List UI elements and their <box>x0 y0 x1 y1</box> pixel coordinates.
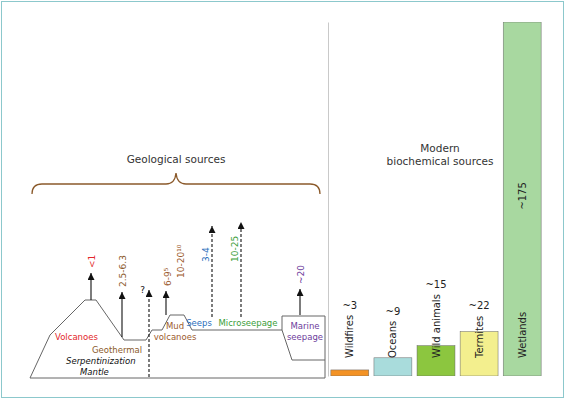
seafloor <box>282 330 325 360</box>
bar <box>503 22 541 376</box>
source-name: Marineseepage <box>287 321 323 342</box>
layer-label: Mantle <box>80 367 109 377</box>
flux-value: 3-4 <box>201 247 211 262</box>
category-label: Wildfires <box>344 315 355 358</box>
source-name: Seeps <box>186 318 212 328</box>
bar <box>331 370 369 376</box>
category-label: Termites <box>474 316 485 359</box>
figure: Geological sources <1 Volcanoes 2.5-6.3 Geot… <box>0 0 566 401</box>
terrain <box>30 300 325 378</box>
flux-arrow <box>165 291 166 315</box>
data-label: ~9 <box>386 306 401 317</box>
data-label: ~3 <box>342 300 357 311</box>
flux-value: ~20 <box>296 265 306 284</box>
frame <box>2 2 564 398</box>
axis-line <box>328 23 329 377</box>
section-title: Geological sources <box>127 153 226 165</box>
source-name: Microseepage <box>219 318 278 328</box>
bar <box>374 358 412 376</box>
flux-arrow <box>211 226 212 317</box>
data-label: ~175 <box>517 182 528 209</box>
flux-arrow <box>90 273 91 300</box>
flux-value: 2.5-6.3 <box>118 255 128 287</box>
bars <box>331 22 541 376</box>
flux-value: 6-9⁵ <box>163 267 173 286</box>
source-name: Volcanoes <box>55 332 98 342</box>
flux-arrow <box>299 289 300 315</box>
flux-arrow <box>240 222 241 317</box>
layer-label: Serpentinization <box>66 356 136 366</box>
data-label: ~22 <box>469 300 490 311</box>
category-label: Oceans <box>387 321 398 358</box>
flux-value: <1 <box>87 255 97 268</box>
geological-diagram: Geological sources <1 Volcanoes 2.5-6.3 Geot… <box>30 153 325 378</box>
data-label: ~15 <box>425 279 446 290</box>
category-label: Wetlands <box>517 312 528 358</box>
serpentinization-arrow <box>148 290 149 377</box>
unknown-flux: ? <box>140 285 145 295</box>
flux-arrow <box>121 292 122 337</box>
y-axis <box>328 23 329 377</box>
source-name: Geothermal <box>92 345 142 355</box>
flux-value: 10-20¹⁰ <box>176 244 186 278</box>
brace <box>32 173 320 194</box>
category-label: Wild animals <box>431 294 442 358</box>
section-title: Modernbiochemical sources <box>387 142 494 167</box>
flux-value: 10-25 <box>230 236 240 262</box>
bar-labels: Wildfires ~3 Oceans ~9 Wild animals ~15 Termit… <box>342 182 527 359</box>
